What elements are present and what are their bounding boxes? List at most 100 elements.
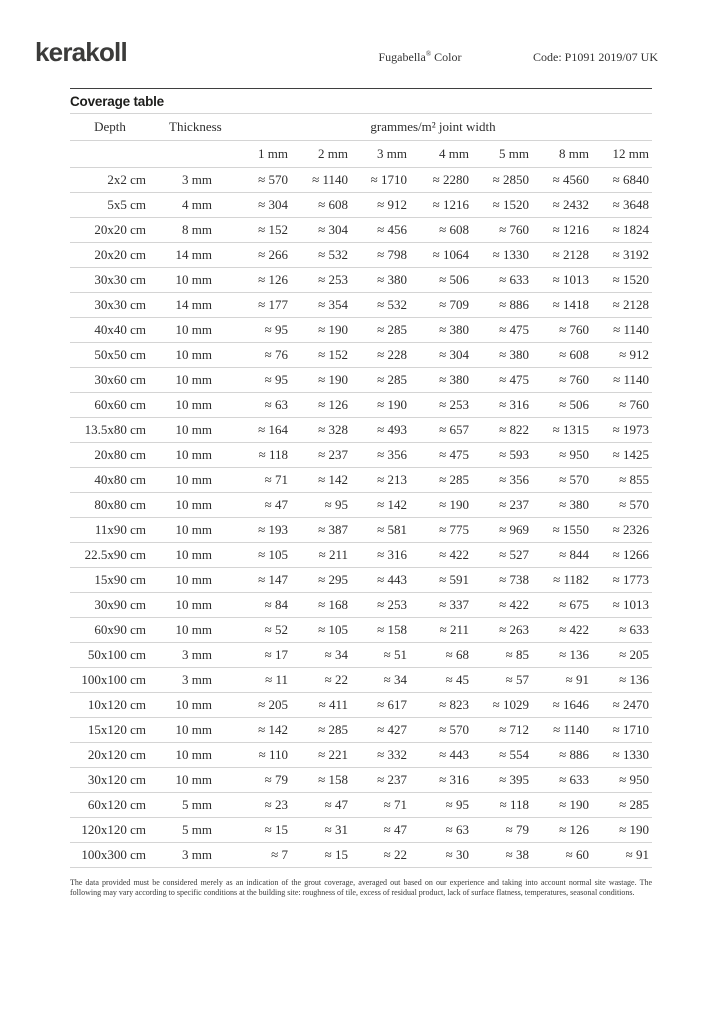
table-row: 80x80 cm 10 mm ≈ 47 ≈ 95 ≈ 142 ≈ 190 ≈ 237 ≈ 38…: [70, 492, 652, 518]
coverage-value-cell: ≈ 34: [324, 647, 348, 662]
coverage-value-cell: ≈ 532: [377, 297, 407, 312]
depth-cell: 80x80 cm: [94, 497, 146, 512]
coverage-value-cell: ≈ 34: [383, 672, 407, 687]
table-row: 30x30 cm 14 mm ≈ 177 ≈ 354 ≈ 532 ≈ 709 ≈ 886 ≈ …: [70, 292, 652, 318]
coverage-value-cell: ≈ 506: [559, 397, 589, 412]
coverage-value-cell: ≈ 237: [377, 772, 407, 787]
coverage-value-cell: ≈ 380: [439, 372, 469, 387]
coverage-value-cell: ≈ 354: [318, 297, 348, 312]
coverage-value-cell: ≈ 554: [499, 747, 529, 762]
coverage-value-cell: ≈ 15: [264, 822, 288, 837]
table-row: 120x120 cm 5 mm ≈ 15 ≈ 31 ≈ 47 ≈ 63 ≈ 79 ≈ 126 ≈…: [70, 817, 652, 843]
coverage-value-cell: ≈ 380: [559, 497, 589, 512]
coverage-value-cell: ≈ 164: [258, 422, 288, 437]
coverage-value-cell: ≈ 79: [505, 822, 529, 837]
column-header-joint-width-group: grammes/m² joint width: [370, 119, 496, 134]
table-row: 15x120 cm 10 mm ≈ 142 ≈ 285 ≈ 427 ≈ 570 ≈ 712 ≈…: [70, 717, 652, 743]
coverage-value-cell: ≈ 211: [318, 547, 348, 562]
coverage-value-cell: ≈ 395: [499, 772, 529, 787]
coverage-value-cell: ≈ 332: [377, 747, 407, 762]
joint-width-header: 12 mm: [612, 146, 649, 161]
coverage-value-cell: ≈ 493: [377, 422, 407, 437]
coverage-value-cell: ≈ 84: [264, 597, 288, 612]
coverage-value-cell: ≈ 110: [258, 747, 288, 762]
coverage-value-cell: ≈ 912: [377, 197, 407, 212]
coverage-value-cell: ≈ 387: [318, 522, 348, 537]
coverage-value-cell: ≈ 11: [265, 672, 288, 687]
coverage-value-cell: ≈ 1266: [612, 547, 649, 562]
depth-cell: 30x30 cm: [94, 272, 146, 287]
depth-cell: 13.5x80 cm: [84, 422, 146, 437]
coverage-value-cell: ≈ 205: [619, 647, 649, 662]
table-row: 2x2 cm 3 mm ≈ 570 ≈ 1140 ≈ 1710 ≈ 2280 ≈ 2850 ≈…: [70, 167, 652, 193]
coverage-value-cell: ≈ 760: [559, 372, 589, 387]
coverage-value-cell: ≈ 118: [499, 797, 529, 812]
product-name: Fugabella® Color: [379, 50, 462, 65]
coverage-value-cell: ≈ 475: [499, 322, 529, 337]
thickness-cell: 10 mm: [175, 347, 212, 362]
depth-cell: 15x90 cm: [94, 572, 146, 587]
depth-cell: 5x5 cm: [107, 197, 146, 212]
coverage-value-cell: ≈ 443: [439, 747, 469, 762]
coverage-value-cell: ≈ 886: [559, 747, 589, 762]
coverage-value-cell: ≈ 60: [565, 847, 589, 862]
thickness-cell: 8 mm: [182, 222, 212, 237]
coverage-value-cell: ≈ 738: [499, 572, 529, 587]
content-area: Coverage table Depth Thickness grammes/m…: [70, 88, 652, 897]
coverage-value-cell: ≈ 47: [324, 797, 348, 812]
coverage-value-cell: ≈ 79: [264, 772, 288, 787]
coverage-value-cell: ≈ 1140: [553, 722, 589, 737]
coverage-value-cell: ≈ 657: [439, 422, 469, 437]
table-row: 15x90 cm 10 mm ≈ 147 ≈ 295 ≈ 443 ≈ 591 ≈ 738 ≈ …: [70, 567, 652, 593]
table-row: 22.5x90 cm 10 mm ≈ 105 ≈ 211 ≈ 316 ≈ 422 ≈ 527…: [70, 542, 652, 568]
coverage-value-cell: ≈ 760: [499, 222, 529, 237]
coverage-value-cell: ≈ 591: [439, 572, 469, 587]
coverage-value-cell: ≈ 285: [439, 472, 469, 487]
coverage-value-cell: ≈ 45: [445, 672, 469, 687]
table-row: 40x40 cm 10 mm ≈ 95 ≈ 190 ≈ 285 ≈ 380 ≈ 475 ≈ 7…: [70, 317, 652, 343]
coverage-value-cell: ≈ 2432: [552, 197, 589, 212]
joint-width-header: 4 mm: [439, 146, 469, 161]
coverage-value-cell: ≈ 2128: [612, 297, 649, 312]
coverage-value-cell: ≈ 1013: [612, 597, 649, 612]
coverage-value-cell: ≈ 237: [318, 447, 348, 462]
coverage-value-cell: ≈ 47: [264, 497, 288, 512]
thickness-cell: 10 mm: [175, 722, 212, 737]
coverage-value-cell: ≈ 52: [264, 622, 288, 637]
table-row: 30x120 cm 10 mm ≈ 79 ≈ 158 ≈ 237 ≈ 316 ≈ 395 ≈ …: [70, 767, 652, 793]
coverage-value-cell: ≈ 7: [271, 847, 288, 862]
thickness-cell: 10 mm: [175, 372, 212, 387]
coverage-value-cell: ≈ 608: [439, 222, 469, 237]
coverage-value-cell: ≈ 91: [625, 847, 649, 862]
coverage-value-cell: ≈ 285: [377, 322, 407, 337]
coverage-value-cell: ≈ 380: [377, 272, 407, 287]
coverage-value-cell: ≈ 213: [377, 472, 407, 487]
coverage-value-cell: ≈ 263: [499, 622, 529, 637]
coverage-value-cell: ≈ 422: [559, 622, 589, 637]
coverage-value-cell: ≈ 356: [499, 472, 529, 487]
coverage-value-cell: ≈ 475: [439, 447, 469, 462]
coverage-value-cell: ≈ 844: [559, 547, 589, 562]
coverage-value-cell: ≈ 2280: [432, 172, 469, 187]
coverage-value-cell: ≈ 950: [619, 772, 649, 787]
coverage-value-cell: ≈ 57: [505, 672, 529, 687]
thickness-cell: 14 mm: [175, 247, 212, 262]
coverage-value-cell: ≈ 190: [559, 797, 589, 812]
coverage-value-cell: ≈ 617: [377, 697, 407, 712]
coverage-value-cell: ≈ 1425: [612, 447, 649, 462]
coverage-value-cell: ≈ 30: [445, 847, 469, 862]
coverage-value-cell: ≈ 506: [439, 272, 469, 287]
coverage-value-cell: ≈ 1418: [552, 297, 589, 312]
coverage-value-cell: ≈ 68: [445, 647, 469, 662]
coverage-value-cell: ≈ 190: [377, 397, 407, 412]
coverage-value-cell: ≈ 337: [439, 597, 469, 612]
coverage-value-cell: ≈ 22: [383, 847, 407, 862]
coverage-value-cell: ≈ 105: [318, 622, 348, 637]
coverage-value-cell: ≈ 71: [383, 797, 407, 812]
registered-trademark-symbol: ®: [425, 50, 432, 58]
coverage-value-cell: ≈ 969: [499, 522, 529, 537]
coverage-value-cell: ≈ 126: [318, 397, 348, 412]
coverage-value-cell: ≈ 253: [439, 397, 469, 412]
thickness-cell: 3 mm: [182, 172, 212, 187]
depth-cell: 50x50 cm: [94, 347, 146, 362]
